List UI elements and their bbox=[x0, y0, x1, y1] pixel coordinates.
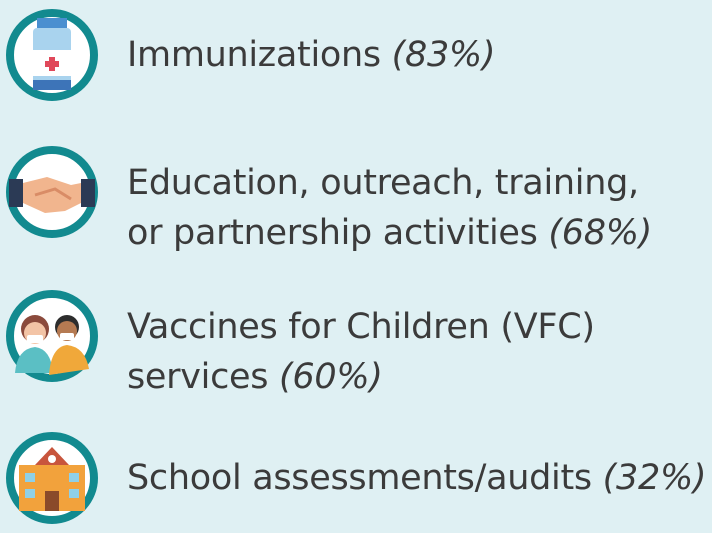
item-label: School assessments/audits bbox=[127, 458, 592, 498]
item-text: Vaccines for Children (VFC) services (60… bbox=[127, 302, 595, 402]
item-text: School assessments/audits (32%) bbox=[127, 453, 706, 503]
item-percent: (83%) bbox=[392, 35, 496, 75]
handshake-icon bbox=[5, 145, 99, 239]
item-percent: (68%) bbox=[548, 213, 652, 253]
item-label: Immunizations bbox=[127, 35, 381, 75]
item-label: Vaccines for Children (VFC) bbox=[127, 302, 595, 352]
page: Immunizations (83%) Education, outreach,… bbox=[0, 0, 712, 533]
item-text: Immunizations (83%) bbox=[127, 30, 495, 80]
item-percent: (60%) bbox=[279, 357, 383, 397]
vaccine-icon bbox=[5, 8, 99, 102]
school-icon bbox=[5, 431, 99, 525]
item-label: services bbox=[127, 357, 268, 397]
item-label: Education, outreach, training, bbox=[127, 158, 652, 208]
item-text: Education, outreach, training, or partne… bbox=[127, 158, 652, 258]
children-icon bbox=[5, 289, 99, 383]
item-percent: (32%) bbox=[603, 458, 707, 498]
item-label: or partnership activities bbox=[127, 213, 538, 253]
